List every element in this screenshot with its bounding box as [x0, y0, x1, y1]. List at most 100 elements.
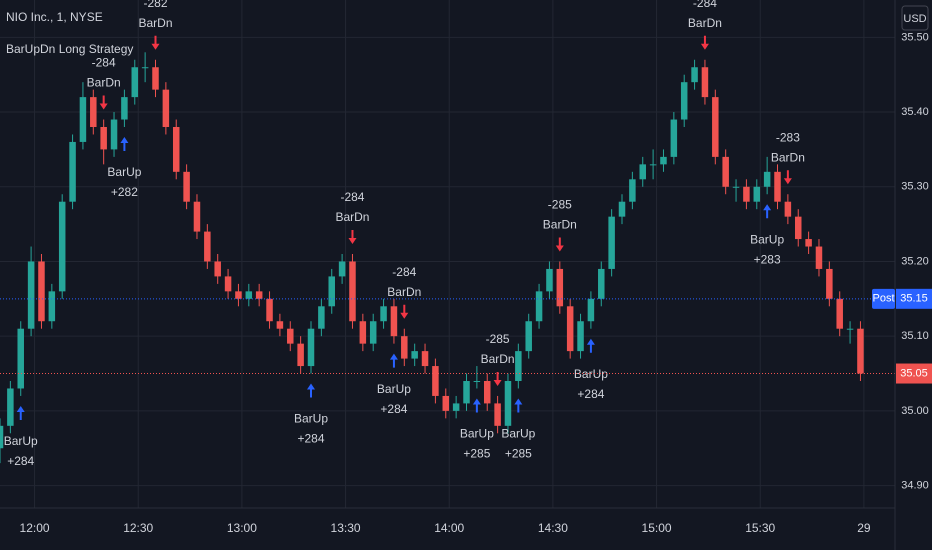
y-tick-label: 35.20 — [901, 255, 929, 267]
signal-name: BarUp — [107, 165, 141, 179]
x-tick-label: 12:00 — [20, 521, 50, 535]
entry-arrow — [307, 383, 316, 398]
signal-name: BarUp — [501, 427, 535, 441]
signal-qty: -285 — [548, 198, 572, 212]
candle-body — [90, 97, 97, 127]
candle-body — [421, 351, 429, 367]
candle-body — [515, 351, 522, 381]
candle-body — [266, 298, 273, 322]
candle-body — [7, 388, 14, 426]
candle-body — [58, 201, 66, 292]
signal-qty: +284 — [297, 432, 324, 446]
x-tick-label: 15:00 — [642, 521, 672, 535]
signal-qty: +284 — [577, 387, 604, 401]
candle-body — [380, 306, 387, 322]
candle-body — [38, 261, 45, 322]
candle-body — [110, 119, 118, 150]
signal-qty: +284 — [7, 454, 34, 468]
grid — [0, 0, 895, 508]
candle-body — [483, 381, 491, 404]
candle-body — [307, 328, 315, 367]
signal-name: BarDn — [543, 218, 577, 232]
y-tick-label: 35.50 — [901, 31, 929, 43]
post-price: 35.15 — [900, 293, 928, 305]
candle-body — [79, 97, 87, 142]
candle-body — [141, 67, 149, 69]
signal-qty: +285 — [463, 447, 490, 461]
entry-arrow — [514, 398, 523, 413]
candle-body — [442, 395, 450, 411]
candle-body — [846, 328, 854, 330]
x-tick-label: 14:30 — [538, 521, 568, 535]
exit-arrow — [151, 35, 160, 50]
candle-body — [525, 321, 532, 352]
candle-body — [794, 216, 802, 240]
candle-body — [546, 268, 553, 292]
x-tick-label: 13:00 — [227, 521, 257, 535]
x-tick-label: 13:30 — [331, 521, 361, 535]
candle-body — [204, 231, 211, 262]
candle-body — [349, 261, 356, 322]
signal-qty: +284 — [380, 402, 407, 416]
candle-body — [494, 403, 501, 426]
y-tick-label: 35.30 — [901, 181, 929, 193]
candle-body — [680, 82, 688, 120]
candle-body — [836, 298, 843, 329]
candle-body — [577, 321, 584, 352]
candle-body — [587, 298, 595, 322]
candle-body — [432, 366, 439, 396]
entry-arrow — [472, 398, 481, 413]
plot: BarUp +284 BarUp +282 BarUp +284 BarUp +284 BarU… — [0, 0, 895, 468]
signal-name: BarDn — [387, 285, 421, 299]
candle-body — [224, 276, 232, 292]
symbol-title: NIO Inc., 1, NYSE — [6, 10, 103, 24]
candle-body — [712, 97, 719, 157]
exit-arrow — [555, 237, 564, 252]
strategy-name: BarUpDn Long Strategy — [6, 42, 133, 56]
candle-body — [162, 89, 170, 127]
candle-body — [805, 239, 812, 247]
signal-name: BarUp — [377, 382, 411, 396]
candle-body — [826, 268, 833, 299]
candle-body — [411, 351, 418, 359]
exit-arrow — [348, 230, 357, 244]
candle-body — [535, 291, 543, 322]
signal-name: BarUp — [4, 434, 38, 448]
entry-arrow — [16, 405, 25, 420]
currency[interactable]: USD — [903, 13, 926, 25]
candle-body — [48, 291, 56, 322]
candle-body — [722, 156, 729, 187]
signal-qty: -284 — [92, 56, 116, 70]
candle-body — [100, 127, 107, 150]
signal-name: BarDn — [688, 16, 722, 30]
candle-body — [857, 328, 864, 374]
candle-body — [297, 343, 304, 367]
candle-body — [359, 321, 367, 344]
candle-body — [172, 127, 180, 172]
candle-body — [763, 171, 771, 187]
candle-body — [608, 216, 615, 269]
signal-qty: -284 — [340, 190, 364, 204]
y-tick-label: 34.90 — [901, 479, 929, 491]
candle-body — [660, 156, 667, 165]
candle-body — [463, 381, 470, 404]
post-tag — [872, 288, 895, 309]
candle-body — [214, 261, 221, 277]
signal-name: BarDn — [138, 16, 172, 30]
signal-qty: +282 — [111, 185, 138, 199]
candle-body — [193, 201, 201, 232]
candle-body — [701, 67, 709, 98]
y-tick-label: 35.40 — [901, 106, 929, 118]
candle-body — [556, 268, 564, 307]
candle-body — [27, 261, 35, 329]
currency-box[interactable] — [901, 5, 929, 31]
last-price: 35.05 — [900, 367, 928, 379]
candle-body — [328, 276, 335, 307]
candle-body — [504, 381, 512, 426]
last-price-tag — [896, 363, 932, 384]
candle-body — [390, 306, 398, 337]
candle-body — [69, 141, 76, 202]
candle-body — [774, 171, 781, 202]
exit-arrow — [99, 95, 108, 110]
